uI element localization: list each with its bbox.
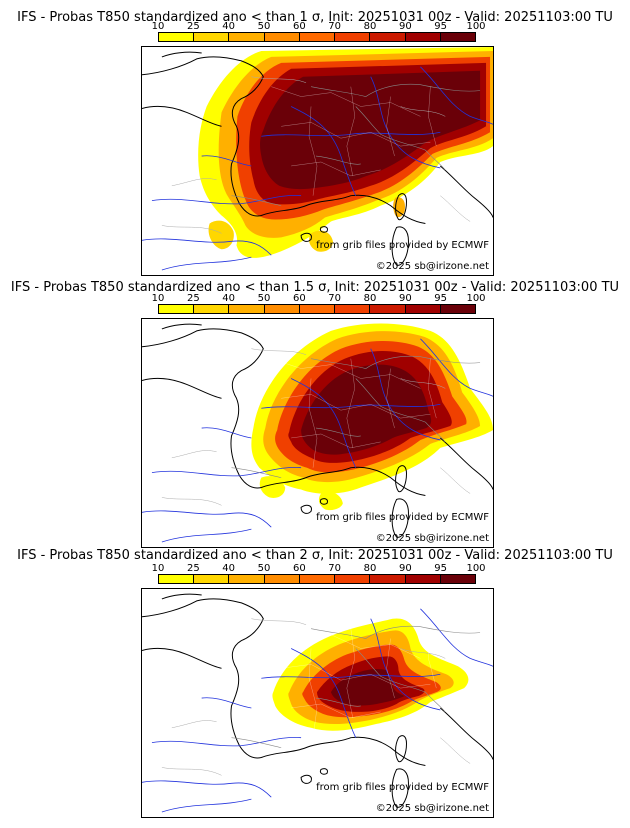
copyright-2: ©2025 sb@irizone.net: [375, 533, 489, 544]
colorbar-segment: [263, 33, 299, 41]
colorbar-segment: [439, 305, 475, 313]
colorbar-tick-label: 90: [398, 563, 412, 574]
colorbar-tick-label: 25: [186, 563, 200, 574]
source-credit-1: from grib files provided by ECMWF: [316, 240, 489, 251]
colorbar-tick-label: 90: [398, 21, 412, 32]
probability-field-1: [198, 47, 493, 258]
colorbar-segment: [193, 305, 229, 313]
colorbar-tick-label: 60: [292, 563, 306, 574]
colorbar-tick-label: 70: [328, 21, 342, 32]
colorbar-tick-label: 10: [151, 21, 165, 32]
map-panel-1: IFS - Probas T850 standardized ano < tha…: [0, 0, 630, 276]
colorbar-1: [158, 32, 476, 42]
colorbar-tick-label: 50: [257, 21, 271, 32]
colorbar-segment: [159, 33, 194, 41]
colorbar-tick-label: 40: [222, 293, 236, 304]
colorbar-segment: [334, 305, 370, 313]
colorbar-segment: [369, 33, 405, 41]
colorbar-segment: [298, 305, 335, 313]
probability-field-2: [251, 323, 493, 511]
source-credit-3: from grib files provided by ECMWF: [316, 782, 489, 793]
colorbar-tick-label: 95: [434, 21, 448, 32]
colorbar-segment: [159, 305, 194, 313]
copyright-3: ©2025 sb@irizone.net: [375, 803, 489, 814]
colorbar-segment: [404, 575, 440, 583]
colorbar-tick-label: 95: [434, 293, 448, 304]
colorbar-tick-label: 10: [151, 563, 165, 574]
colorbar-tick-label: 80: [363, 21, 377, 32]
colorbar-segment: [298, 33, 335, 41]
panel-3-title: IFS - Probas T850 standardized ano < tha…: [17, 548, 613, 563]
colorbar-tick-label: 25: [186, 293, 200, 304]
map-2: from grib files provided by ECMWF ©2025 …: [141, 318, 494, 548]
colorbar-segment: [228, 305, 264, 313]
colorbar-tick-label: 70: [328, 563, 342, 574]
colorbar-segment: [228, 33, 264, 41]
colorbar-tick-label: 80: [363, 563, 377, 574]
map-panel-3: IFS - Probas T850 standardized ano < tha…: [0, 542, 630, 818]
colorbar-segment: [263, 305, 299, 313]
colorbar-tick-label: 80: [363, 293, 377, 304]
map-1: from grib files provided by ECMWF ©2025 …: [141, 46, 494, 276]
colorbar-segment: [334, 33, 370, 41]
colorbar-segment: [334, 575, 370, 583]
map-3: from grib files provided by ECMWF ©2025 …: [141, 588, 494, 818]
colorbar-tick-label: 90: [398, 293, 412, 304]
colorbar-tick-label: 100: [466, 21, 486, 32]
colorbar-segment: [439, 575, 475, 583]
colorbar-tick-label: 60: [292, 293, 306, 304]
colorbar-segment: [404, 33, 440, 41]
colorbar-tick-label: 25: [186, 21, 200, 32]
copyright-1: ©2025 sb@irizone.net: [375, 261, 489, 272]
colorbar-segment: [369, 575, 405, 583]
colorbar-3: [158, 574, 476, 584]
colorbar-tick-label: 60: [292, 21, 306, 32]
colorbar-tick-label: 50: [257, 563, 271, 574]
source-credit-2: from grib files provided by ECMWF: [316, 512, 489, 523]
colorbar-2: [158, 304, 476, 314]
colorbar-segment: [193, 33, 229, 41]
colorbar-segment: [159, 575, 194, 583]
colorbar-segment: [369, 305, 405, 313]
colorbar-tick-label: 40: [222, 563, 236, 574]
map-panel-2: IFS - Probas T850 standardized ano < tha…: [0, 272, 630, 548]
colorbar-tick-label: 100: [466, 293, 486, 304]
colorbar-tick-label: 100: [466, 563, 486, 574]
colorbar-tick-label: 10: [151, 293, 165, 304]
colorbar-segment: [228, 575, 264, 583]
colorbar-segment: [193, 575, 229, 583]
panel-1-title: IFS - Probas T850 standardized ano < tha…: [17, 10, 613, 25]
colorbar-tick-label: 70: [328, 293, 342, 304]
colorbar-segment: [439, 33, 475, 41]
panel-2-title: IFS - Probas T850 standardized ano < tha…: [10, 280, 620, 295]
colorbar-segment: [298, 575, 335, 583]
colorbar-tick-label: 50: [257, 293, 271, 304]
colorbar-tick-label: 40: [222, 21, 236, 32]
colorbar-segment: [404, 305, 440, 313]
colorbar-tick-label: 95: [434, 563, 448, 574]
colorbar-segment: [263, 575, 299, 583]
